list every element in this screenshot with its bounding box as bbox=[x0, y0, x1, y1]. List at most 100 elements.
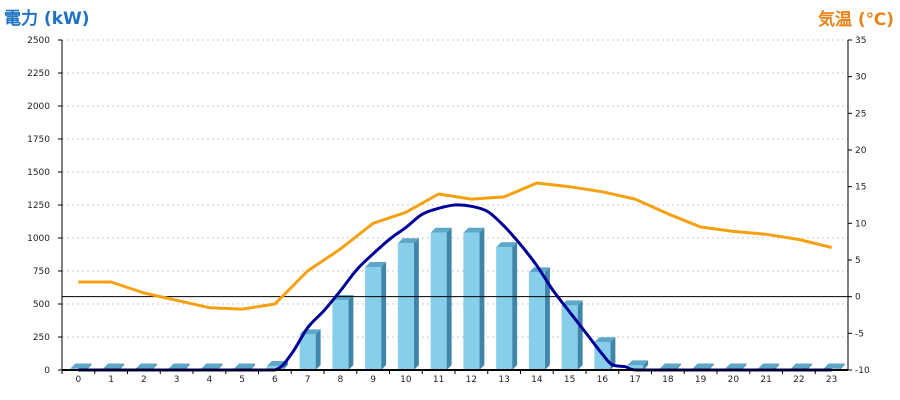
bar-top bbox=[463, 227, 485, 233]
x-tick-label: 15 bbox=[564, 375, 575, 385]
bar-top bbox=[397, 238, 419, 244]
bar-top bbox=[135, 363, 157, 369]
x-tick-label: 17 bbox=[629, 375, 640, 385]
bar-top bbox=[725, 363, 747, 369]
bar-side bbox=[348, 295, 354, 370]
bar-front bbox=[266, 366, 283, 370]
x-tick-label: 3 bbox=[174, 375, 180, 385]
power-bars bbox=[70, 227, 845, 370]
bar-front bbox=[528, 272, 545, 370]
bar-front bbox=[561, 305, 578, 370]
x-tick-label: 22 bbox=[793, 375, 804, 385]
right-tick-label: 20 bbox=[855, 146, 867, 156]
x-tick-label: 2 bbox=[141, 375, 147, 385]
left-tick-label: 500 bbox=[33, 300, 50, 310]
bar-side bbox=[675, 363, 681, 370]
left-tick-label: 1500 bbox=[27, 168, 50, 178]
left-tick-label: 250 bbox=[33, 333, 50, 343]
bar-top bbox=[823, 363, 845, 369]
x-tick-label: 23 bbox=[826, 375, 837, 385]
x-tick-label: 19 bbox=[695, 375, 707, 385]
bar bbox=[496, 242, 518, 370]
x-tick-label: 21 bbox=[760, 375, 771, 385]
left-tick-label: 1000 bbox=[27, 234, 50, 244]
bar-top bbox=[496, 242, 518, 248]
bar-side bbox=[151, 363, 157, 370]
bar-top bbox=[758, 363, 780, 369]
bar-side bbox=[217, 363, 223, 370]
bar-side bbox=[479, 227, 485, 370]
left-tick-label: 750 bbox=[33, 267, 50, 277]
bar-side bbox=[413, 238, 419, 370]
x-tick-label: 10 bbox=[400, 375, 412, 385]
right-tick-label: 0 bbox=[855, 293, 861, 303]
right-axis-title: 気温 (℃) bbox=[817, 10, 894, 30]
bar-front bbox=[463, 232, 480, 370]
bar-top bbox=[790, 363, 812, 369]
right-tick-label: 25 bbox=[855, 109, 866, 119]
x-tick-label: 11 bbox=[433, 375, 444, 385]
bar-side bbox=[544, 267, 550, 370]
left-tick-label: 2500 bbox=[27, 36, 50, 46]
bar-side bbox=[512, 242, 518, 370]
x-tick-label: 6 bbox=[272, 375, 278, 385]
bar-side bbox=[446, 227, 452, 370]
x-tick-label: 0 bbox=[76, 375, 82, 385]
bar bbox=[463, 227, 485, 370]
bar-top bbox=[627, 360, 649, 366]
right-tick-label: -5 bbox=[855, 329, 864, 339]
bar-side bbox=[643, 360, 649, 370]
bar-side bbox=[577, 300, 583, 370]
right-tick-label: -10 bbox=[855, 366, 870, 376]
x-tick-label: 12 bbox=[466, 375, 477, 385]
gridlines bbox=[62, 39, 848, 338]
right-tick-label: 5 bbox=[855, 256, 861, 266]
bar-top bbox=[103, 363, 125, 369]
bar-front bbox=[627, 365, 644, 370]
left-tick-label: 1750 bbox=[27, 135, 50, 145]
bar-side bbox=[119, 363, 125, 370]
temperature-line bbox=[78, 181, 832, 311]
bar-side bbox=[250, 363, 256, 370]
left-axis-title: 電力 (kW) bbox=[4, 9, 90, 29]
bar-side bbox=[839, 363, 845, 370]
bar bbox=[430, 227, 452, 370]
bar bbox=[332, 295, 354, 370]
bar-front bbox=[365, 267, 382, 370]
right-tick-label: 10 bbox=[855, 219, 867, 229]
x-tick-label: 16 bbox=[597, 375, 609, 385]
bar-top bbox=[561, 300, 583, 306]
series-lines bbox=[62, 181, 848, 372]
bar-side bbox=[774, 363, 780, 370]
x-tick-label: 13 bbox=[498, 375, 509, 385]
bar-side bbox=[741, 363, 747, 370]
bar bbox=[627, 360, 649, 370]
left-tick-label: 2000 bbox=[27, 102, 50, 112]
x-tick-label: 18 bbox=[662, 375, 674, 385]
bar-top bbox=[594, 337, 616, 343]
bar-top bbox=[168, 363, 190, 369]
right-tick-label: 15 bbox=[855, 183, 866, 193]
x-tick-label: 9 bbox=[370, 375, 376, 385]
bar-top bbox=[234, 363, 256, 369]
x-tick-label: 14 bbox=[531, 375, 543, 385]
x-tick-label: 8 bbox=[338, 375, 344, 385]
bar-front bbox=[496, 247, 513, 370]
x-tick-label: 5 bbox=[239, 375, 245, 385]
bar bbox=[561, 300, 583, 370]
bar-top bbox=[430, 227, 452, 233]
bar-side bbox=[708, 363, 714, 370]
bar-top bbox=[659, 363, 681, 369]
x-tick-label: 7 bbox=[305, 375, 311, 385]
left-tick-label: 2250 bbox=[27, 69, 50, 79]
right-tick-label: 35 bbox=[855, 36, 866, 46]
bar-top bbox=[70, 363, 92, 369]
bar-side bbox=[86, 363, 92, 370]
bar-side bbox=[806, 363, 812, 370]
bar-front bbox=[332, 300, 349, 370]
bar-front bbox=[299, 334, 316, 370]
bar bbox=[397, 238, 419, 370]
bar-front bbox=[430, 232, 447, 370]
left-tick-label: 0 bbox=[44, 366, 50, 376]
